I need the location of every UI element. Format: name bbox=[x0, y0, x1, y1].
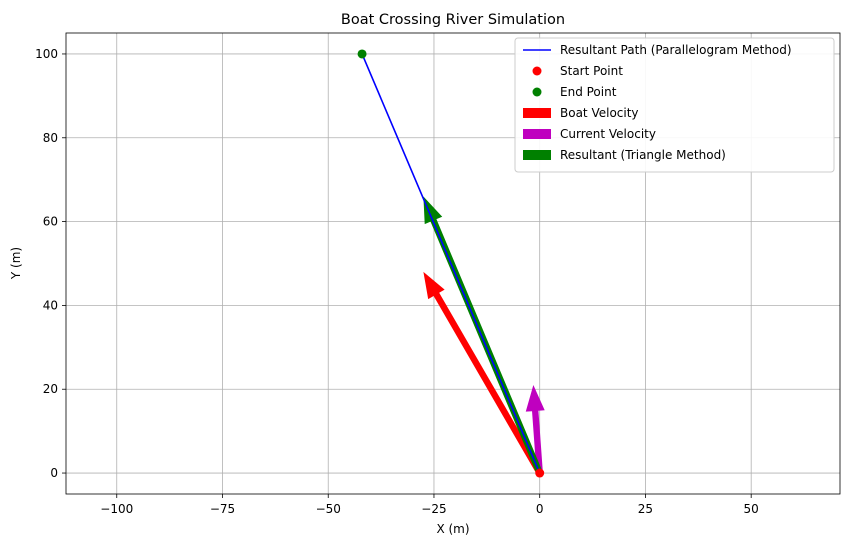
x-tick-label: −25 bbox=[421, 502, 446, 516]
boat-velocity-arrow bbox=[423, 271, 543, 475]
y-tick-label: 40 bbox=[43, 298, 58, 312]
x-tick-label: 50 bbox=[744, 502, 759, 516]
x-tick-label: −50 bbox=[316, 502, 341, 516]
x-axis-label: X (m) bbox=[436, 522, 469, 536]
current-velocity-arrow bbox=[525, 385, 545, 474]
y-tick-label: 0 bbox=[50, 466, 58, 480]
x-tick-label: 0 bbox=[536, 502, 544, 516]
x-tick-label: −100 bbox=[100, 502, 133, 516]
y-axis-label: Y (m) bbox=[9, 247, 23, 280]
legend-entry-label: Start Point bbox=[560, 64, 623, 78]
y-tick-label: 80 bbox=[43, 131, 58, 145]
start-point bbox=[535, 468, 545, 478]
chart-title: Boat Crossing River Simulation bbox=[341, 12, 565, 28]
legend-entry-label: End Point bbox=[560, 85, 617, 99]
axes-frame bbox=[65, 32, 841, 495]
legend-dot-marker bbox=[532, 87, 542, 97]
x-tick-label: 25 bbox=[638, 502, 653, 516]
legend: Resultant Path (Parallelogram Method) Sta… bbox=[514, 37, 835, 173]
legend-entry-label: Boat Velocity bbox=[560, 106, 639, 120]
legend-patch-marker bbox=[523, 129, 551, 139]
y-tick-label: 60 bbox=[43, 215, 58, 229]
end-point bbox=[357, 49, 367, 59]
legend-entry-label: Resultant Path (Parallelogram Method) bbox=[560, 43, 792, 57]
resultant-path-line bbox=[361, 53, 541, 474]
legend-patch-marker bbox=[523, 150, 551, 160]
legend-entry-label: Resultant (Triangle Method) bbox=[560, 148, 726, 162]
x-tick-label: −75 bbox=[210, 502, 235, 516]
resultant-arrow bbox=[423, 196, 543, 475]
y-tick-label: 20 bbox=[43, 382, 58, 396]
legend-patch-marker bbox=[523, 108, 551, 118]
legend-dot-marker bbox=[532, 66, 542, 76]
y-tick-label: 100 bbox=[35, 47, 58, 61]
legend-box bbox=[514, 37, 835, 173]
legend-entry-label: Current Velocity bbox=[560, 127, 656, 141]
